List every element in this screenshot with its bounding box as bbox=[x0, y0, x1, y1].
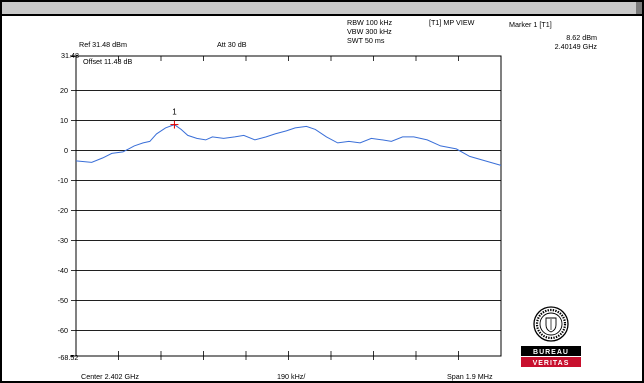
y-tick-labels: 20 10 0 -10 -20 -30 -40 -50 -60 bbox=[58, 86, 68, 335]
y-tick-label: -50 bbox=[58, 296, 68, 305]
marker-1: 1 bbox=[170, 108, 179, 129]
center-frequency: Center 2.402 GHz bbox=[81, 372, 139, 381]
screen-header-bar bbox=[2, 2, 642, 16]
marker-level: 8.62 dBm bbox=[566, 33, 597, 42]
y-tick-label: -60 bbox=[58, 326, 68, 335]
y-tick-label: -10 bbox=[58, 176, 68, 185]
y-tick-label: -30 bbox=[58, 236, 68, 245]
y-tick-label: 20 bbox=[60, 86, 68, 95]
logo-seal-ring bbox=[535, 308, 567, 340]
y-bottom-label: -68.52 bbox=[58, 353, 78, 362]
vbw: VBW 300 kHz bbox=[347, 27, 392, 36]
logo-shield bbox=[545, 317, 557, 333]
swt: SWT 50 ms bbox=[347, 36, 385, 45]
reference-level: Ref 31.48 dBm bbox=[79, 40, 127, 49]
logo-band-bottom bbox=[521, 357, 581, 367]
y-tick-label: 10 bbox=[60, 116, 68, 125]
logo-text-top: BUREAU bbox=[533, 349, 569, 356]
trace-mode: [T1] MP VIEW bbox=[429, 18, 475, 27]
plot-area bbox=[75, 55, 502, 357]
logo-band-top bbox=[521, 346, 581, 356]
span: Span 1.9 MHz bbox=[447, 372, 493, 381]
bureau-veritas-logo: BUREAU VERITAS bbox=[521, 306, 581, 367]
logo-text-bottom: VERITAS bbox=[533, 360, 570, 367]
rbw: RBW 100 kHz bbox=[347, 18, 393, 27]
spectrum-trace bbox=[75, 124, 502, 166]
x-tick-marks bbox=[118, 56, 459, 360]
span-per-division: 190 kHz/ bbox=[277, 372, 305, 381]
marker-title: Marker 1 [T1] bbox=[509, 20, 552, 29]
offset-label: Offset 11.48 dB bbox=[83, 57, 132, 66]
marker-number-label: 1 bbox=[172, 108, 177, 117]
y-tick-label: 0 bbox=[64, 146, 68, 155]
attenuation: Att 30 dB bbox=[217, 40, 247, 49]
horizontal-gridlines bbox=[71, 90, 501, 331]
y-tick-label: -20 bbox=[58, 206, 68, 215]
y-tick-label: -40 bbox=[58, 266, 68, 275]
marker-frequency: 2.40149 GHz bbox=[555, 42, 598, 51]
header-corner bbox=[636, 2, 642, 14]
logo-seal-inner bbox=[539, 312, 563, 336]
